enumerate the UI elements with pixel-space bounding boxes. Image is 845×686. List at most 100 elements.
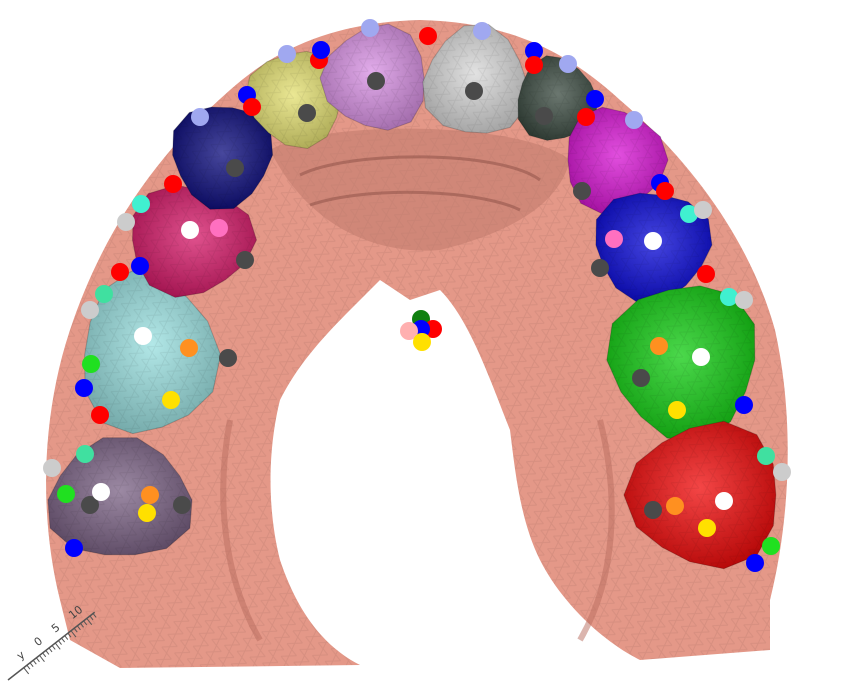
landmark-marker-red[interactable]	[525, 56, 543, 74]
landmark-marker-white[interactable]	[181, 221, 199, 239]
tooth-left-premolar-1[interactable]	[172, 106, 274, 210]
landmark-marker-dark[interactable]	[226, 159, 244, 177]
axis-tick	[61, 637, 66, 643]
landmark-marker-lightpink[interactable]	[400, 322, 418, 340]
tooth-right-molar-1[interactable]	[606, 285, 756, 443]
landmark-marker-orange[interactable]	[666, 497, 684, 515]
axis-tick	[86, 618, 93, 626]
landmark-marker-gray[interactable]	[43, 459, 61, 477]
landmark-marker-blue[interactable]	[746, 554, 764, 572]
landmark-marker-lavender[interactable]	[191, 108, 209, 126]
tooth-left-molar-2[interactable]	[47, 437, 193, 556]
landmark-marker-dark[interactable]	[81, 496, 99, 514]
landmark-marker-gray[interactable]	[117, 213, 135, 231]
axis-tick	[73, 627, 78, 633]
landmark-marker-blue[interactable]	[131, 257, 149, 275]
landmark-marker-dark[interactable]	[535, 107, 553, 125]
landmark-marker-cyan[interactable]	[680, 205, 698, 223]
landmark-marker-green[interactable]	[82, 355, 100, 373]
landmark-marker-red[interactable]	[111, 263, 129, 281]
landmark-marker-dark[interactable]	[573, 182, 591, 200]
landmark-marker-white[interactable]	[715, 492, 733, 510]
landmark-marker-blue[interactable]	[586, 90, 604, 108]
axis-tick	[70, 630, 77, 638]
landmark-marker-red[interactable]	[656, 182, 674, 200]
axis-tick	[92, 613, 97, 618]
axis-tick	[58, 640, 62, 645]
landmark-marker-blue[interactable]	[735, 396, 753, 414]
tooth-right-molar-2[interactable]	[623, 420, 777, 570]
landmark-marker-red[interactable]	[91, 406, 109, 424]
landmark-marker-mint[interactable]	[95, 285, 113, 303]
axis-tick	[29, 662, 34, 668]
landmark-marker-mint[interactable]	[757, 447, 775, 465]
landmark-marker-dark[interactable]	[632, 369, 650, 387]
axis-tick	[64, 635, 69, 640]
landmark-marker-yellow[interactable]	[413, 333, 431, 351]
landmark-marker-lavender[interactable]	[559, 55, 577, 73]
landmark-marker-red[interactable]	[243, 98, 261, 116]
landmark-marker-dark[interactable]	[367, 72, 385, 90]
axis-label-y: y	[14, 648, 28, 663]
axis-tick	[42, 652, 47, 658]
axis-tick	[54, 642, 61, 650]
landmark-marker-blue[interactable]	[312, 41, 330, 59]
landmark-marker-gray[interactable]	[694, 201, 712, 219]
landmark-marker-red[interactable]	[697, 265, 715, 283]
landmark-marker-dark[interactable]	[298, 104, 316, 122]
landmark-marker-gray[interactable]	[773, 463, 791, 481]
landmark-marker-lavender[interactable]	[278, 45, 296, 63]
axis-tick	[80, 623, 84, 628]
axis-tick	[26, 664, 31, 670]
landmark-marker-yellow[interactable]	[162, 391, 180, 409]
axis-tick	[32, 659, 37, 665]
landmark-marker-cyan[interactable]	[132, 195, 150, 213]
tooth-left-molar-1[interactable]	[84, 270, 222, 435]
landmark-marker-white[interactable]	[134, 327, 152, 345]
landmark-marker-orange[interactable]	[180, 339, 198, 357]
landmark-marker-yellow[interactable]	[698, 519, 716, 537]
landmark-marker-yellow[interactable]	[668, 401, 686, 419]
landmark-marker-dark[interactable]	[236, 251, 254, 269]
landmark-marker-cyan[interactable]	[720, 288, 738, 306]
landmark-marker-pink[interactable]	[210, 219, 228, 237]
landmark-marker-dark[interactable]	[465, 82, 483, 100]
landmark-marker-mint[interactable]	[76, 445, 94, 463]
landmark-marker-white[interactable]	[692, 348, 710, 366]
landmarks-group	[43, 19, 791, 572]
landmark-marker-green[interactable]	[57, 485, 75, 503]
palate-ridge	[270, 128, 570, 251]
landmark-marker-dark[interactable]	[219, 349, 237, 367]
landmark-marker-green[interactable]	[762, 537, 780, 555]
landmark-marker-yellow[interactable]	[138, 504, 156, 522]
landmark-marker-blue[interactable]	[75, 379, 93, 397]
landmark-marker-dark[interactable]	[644, 501, 662, 519]
landmark-marker-orange[interactable]	[650, 337, 668, 355]
landmark-marker-dark[interactable]	[591, 259, 609, 277]
tooth-left-canine[interactable]	[244, 50, 342, 150]
axis-tick	[23, 667, 30, 675]
landmark-marker-gray[interactable]	[81, 301, 99, 319]
landmark-marker-blue[interactable]	[525, 42, 543, 60]
landmark-marker-red[interactable]	[419, 27, 437, 45]
landmark-marker-red[interactable]	[164, 175, 182, 193]
tooth-right-lateral[interactable]	[422, 23, 528, 134]
axis-tick	[45, 650, 50, 655]
landmark-marker-gray[interactable]	[735, 291, 753, 309]
landmark-marker-dark[interactable]	[173, 496, 191, 514]
landmark-marker-lavender[interactable]	[473, 22, 491, 40]
landmark-marker-pink[interactable]	[605, 230, 623, 248]
landmark-marker-red[interactable]	[577, 108, 595, 126]
landmark-marker-lavender[interactable]	[625, 111, 643, 129]
landmark-marker-blue[interactable]	[65, 539, 83, 557]
axis-tick	[39, 655, 45, 662]
landmark-marker-white[interactable]	[644, 232, 662, 250]
landmark-marker-white[interactable]	[92, 483, 110, 501]
teeth-group	[47, 23, 777, 570]
landmark-marker-orange[interactable]	[141, 486, 159, 504]
tooth-right-premolar-1[interactable]	[567, 106, 669, 215]
axis-tick	[76, 625, 81, 631]
landmark-marker-lavender[interactable]	[361, 19, 379, 37]
